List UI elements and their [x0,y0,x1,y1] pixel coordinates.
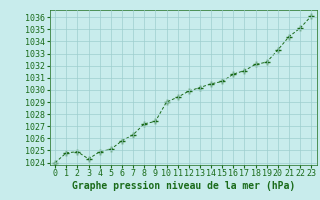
X-axis label: Graphe pression niveau de la mer (hPa): Graphe pression niveau de la mer (hPa) [72,181,295,191]
